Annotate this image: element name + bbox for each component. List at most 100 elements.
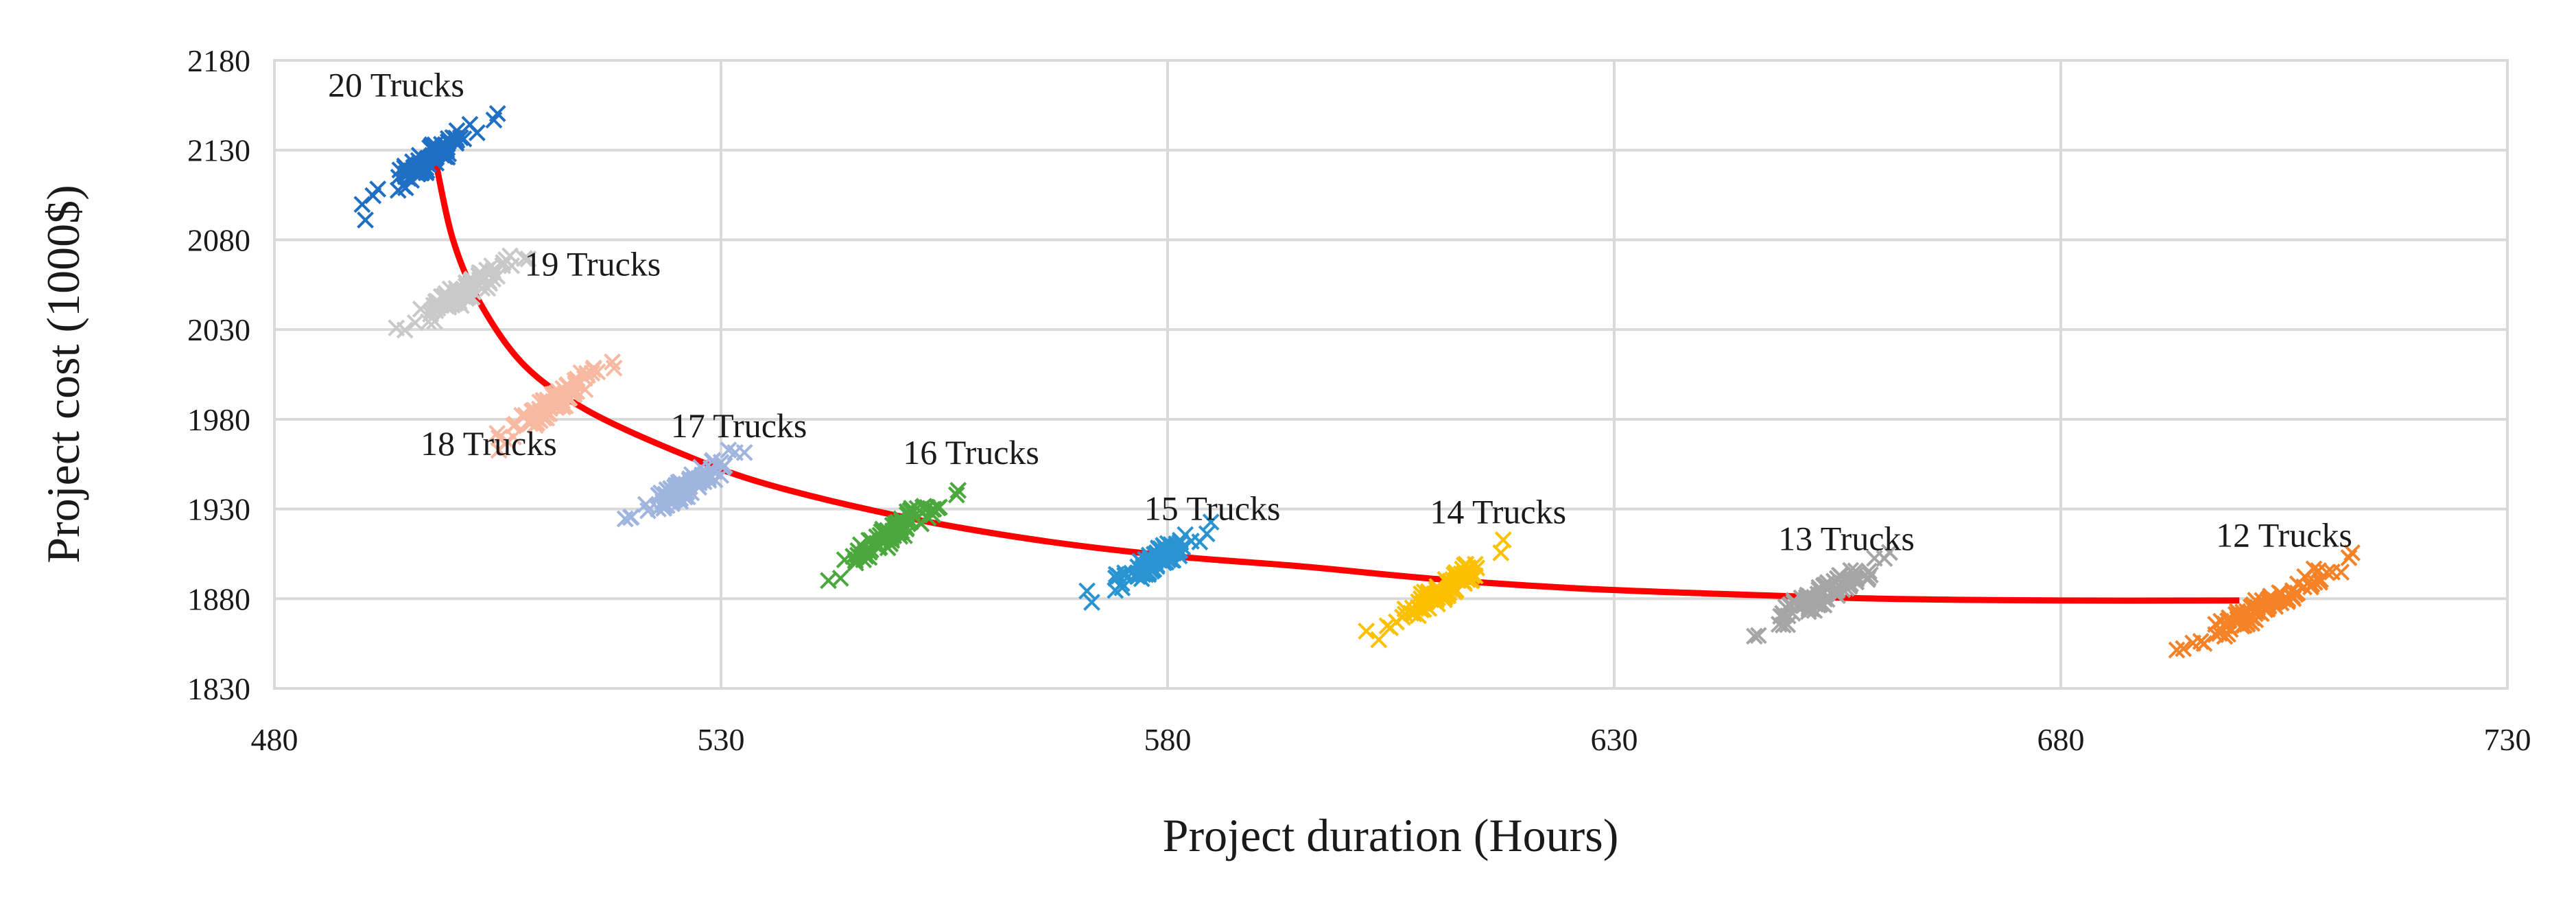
data-point (507, 415, 525, 433)
data-point (1745, 627, 1763, 645)
series-label: 15 Trucks (1144, 489, 1281, 527)
data-point (497, 251, 515, 268)
data-point (914, 498, 932, 516)
data-point (515, 250, 533, 268)
data-point (663, 481, 681, 498)
data-point (1815, 596, 1833, 614)
data-point (434, 290, 452, 307)
y-tick-label: 2030 (187, 312, 250, 347)
data-point (579, 367, 596, 384)
series-label: 17 Trucks (671, 406, 807, 445)
data-point (426, 150, 444, 167)
data-point (2192, 633, 2210, 650)
y-axis-title: Project cost (1000$) (37, 185, 89, 563)
data-point (1860, 562, 1878, 580)
data-point (2175, 640, 2193, 658)
data-point (1785, 592, 1803, 609)
series-17-trucks (616, 441, 753, 528)
series-label: 19 Trucks (525, 245, 661, 283)
data-point (498, 432, 516, 450)
data-point (1494, 531, 1512, 549)
x-tick-label: 480 (251, 722, 298, 757)
data-point (2247, 592, 2265, 609)
series-label: 16 Trucks (903, 433, 1039, 472)
data-point (399, 170, 417, 187)
data-point (949, 481, 967, 499)
data-point (605, 359, 623, 377)
data-point (566, 371, 584, 389)
x-tick-label: 630 (1591, 722, 1638, 757)
data-point (2311, 573, 2328, 591)
y-tick-label: 1930 (187, 492, 250, 527)
data-point (583, 364, 601, 382)
series-13-trucks (1745, 544, 1898, 645)
series-19-trucks (388, 247, 537, 339)
data-point (536, 409, 553, 427)
series-label: 20 Trucks (328, 65, 464, 104)
y-tick-labels: 1830 1880 1930 1980 2030 2080 2130 2180 (187, 43, 250, 706)
data-point (1159, 551, 1177, 569)
data-point (1838, 579, 1855, 597)
data-point (464, 283, 482, 301)
x-tick-label: 580 (1144, 722, 1192, 757)
data-point (1795, 596, 1813, 614)
data-point (1107, 581, 1124, 599)
data-point (2235, 616, 2253, 634)
data-point (357, 211, 374, 229)
data-point (2318, 564, 2336, 581)
data-point (2295, 578, 2313, 596)
x-axis-title: Project duration (Hours) (1163, 809, 1619, 861)
data-point (461, 115, 479, 133)
data-point (1459, 559, 1477, 577)
data-point (698, 466, 716, 484)
data-point (1162, 535, 1180, 553)
y-tick-label: 1980 (187, 402, 250, 437)
data-point (1183, 533, 1200, 550)
x-tick-label: 530 (698, 722, 745, 757)
data-point (2340, 549, 2358, 567)
data-point (2260, 596, 2278, 614)
data-point (453, 297, 470, 314)
data-point (1428, 595, 1446, 613)
data-point (1202, 513, 1220, 531)
data-point (531, 411, 549, 429)
series-16-trucks (820, 481, 967, 590)
data-point (1132, 553, 1150, 571)
y-tick-label: 1830 (187, 671, 250, 706)
data-point (720, 441, 737, 459)
pareto-curve (432, 158, 2240, 604)
data-point (396, 321, 414, 339)
data-point (1358, 623, 1375, 640)
data-point (2324, 563, 2341, 581)
data-point (879, 529, 897, 547)
data-point (1145, 546, 1163, 564)
data-point (519, 250, 537, 268)
data-point (554, 380, 572, 397)
y-tick-label: 1880 (187, 581, 250, 616)
data-point (2212, 620, 2229, 638)
series-12-trucks (2168, 544, 2361, 659)
series-label: 14 Trucks (1430, 492, 1566, 531)
y-tick-label: 2080 (187, 222, 250, 257)
y-tick-label: 2180 (187, 43, 250, 78)
data-point (1749, 627, 1767, 644)
data-point (1421, 584, 1439, 602)
data-point (616, 510, 634, 528)
data-point (1832, 567, 1850, 585)
series-label: 12 Trucks (2216, 515, 2352, 554)
x-tick-label: 730 (2484, 722, 2531, 757)
data-point (535, 392, 553, 410)
series-18-trucks (488, 353, 623, 459)
data-point (897, 519, 915, 537)
data-point (1116, 567, 1133, 584)
data-point (1388, 613, 1405, 631)
data-point (513, 406, 530, 424)
data-point (1420, 600, 1438, 617)
data-point (2271, 584, 2288, 602)
data-point (1774, 616, 1792, 634)
data-point (1865, 549, 1883, 567)
data-point (860, 531, 877, 549)
data-point (488, 425, 506, 442)
data-point (410, 152, 427, 170)
